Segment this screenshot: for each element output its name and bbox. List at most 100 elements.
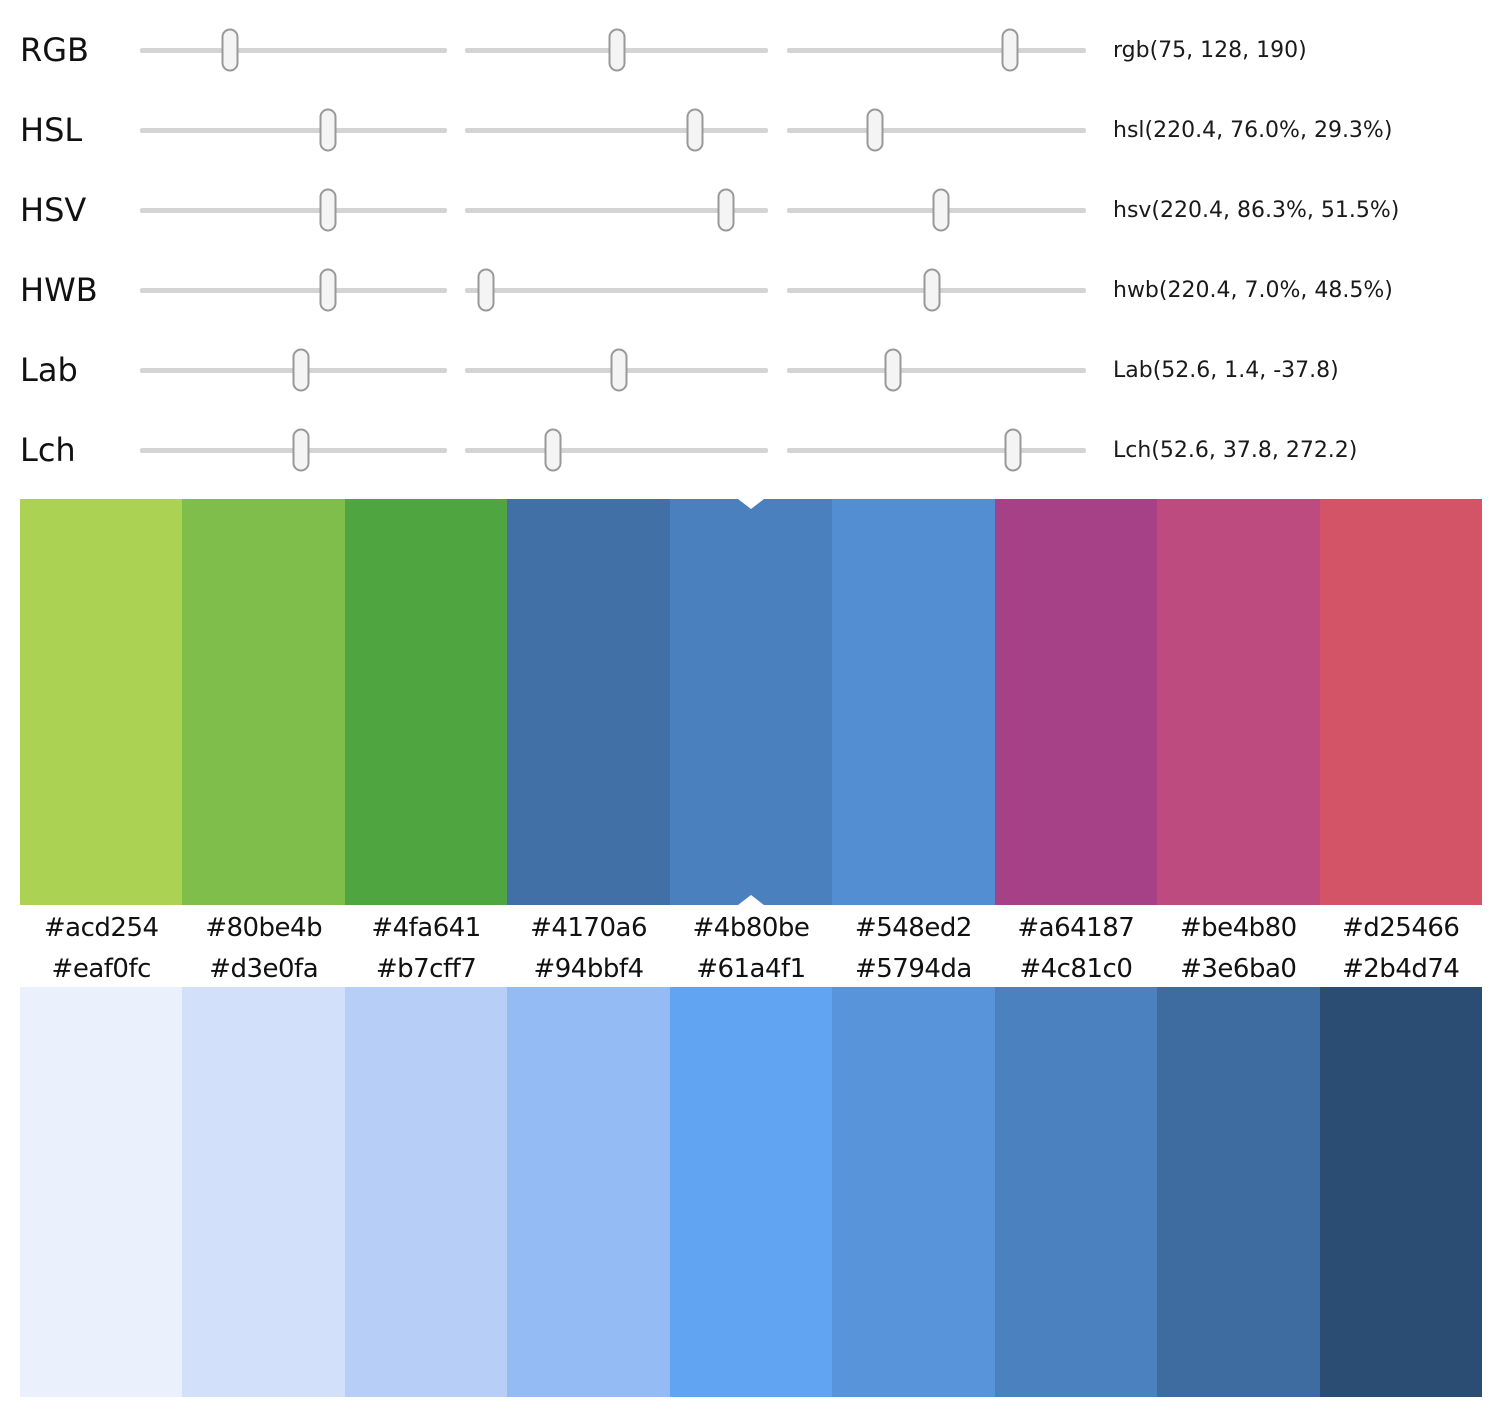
hsv-channel-3-slider[interactable] [787, 184, 1086, 236]
hsv-channel-1-slider-thumb[interactable] [319, 188, 337, 232]
hsl-channel-3-slider-track[interactable] [787, 127, 1086, 133]
hwb-channel-1-slider-track[interactable] [140, 287, 447, 293]
color-model-row-lch: Lch Lch(52.6, 37.8, 272.2) [0, 410, 1501, 490]
hue-swatch-6[interactable] [994, 499, 1158, 905]
rgb-channel-2-slider-thumb[interactable] [608, 28, 626, 72]
hsl-channel-2-slider[interactable] [465, 104, 768, 156]
hue-hex-label-2: #4fa641 [371, 912, 481, 943]
lab-channel-3-slider-thumb[interactable] [884, 348, 902, 392]
hwb-channel-1-slider-thumb[interactable] [319, 268, 337, 312]
selected-swatch-notch-top-icon [737, 499, 764, 509]
hue-swatch-1[interactable] [182, 499, 345, 905]
hsv-channel-2-slider-thumb[interactable] [717, 188, 735, 232]
hue-hex-label-6: #a64187 [1017, 912, 1135, 943]
hsv-channel-3-slider-thumb[interactable] [932, 188, 950, 232]
hue-palette [20, 499, 1482, 905]
hsl-channel-3-slider[interactable] [787, 104, 1086, 156]
color-model-label-hsl: HSL [20, 111, 83, 149]
lch-channel-3-slider-track[interactable] [787, 447, 1086, 453]
lab-channel-3-slider[interactable] [787, 344, 1086, 396]
rgb-channel-1-slider[interactable] [140, 24, 447, 76]
color-model-row-lab: Lab Lab(52.6, 1.4, -37.8) [0, 330, 1501, 410]
shade-hex-label-1: #d3e0fa [209, 953, 319, 984]
color-model-row-hsl: HSL hsl(220.4, 76.0%, 29.3%) [0, 90, 1501, 170]
lch-channel-3-slider[interactable] [787, 424, 1086, 476]
shade-swatch-7[interactable] [1157, 987, 1320, 1397]
hsl-channel-2-slider-thumb[interactable] [686, 108, 704, 152]
lab-channel-2-slider-thumb[interactable] [610, 348, 628, 392]
color-model-label-lab: Lab [20, 351, 78, 389]
hue-swatch-0[interactable] [20, 499, 183, 905]
hwb-channel-2-slider[interactable] [465, 264, 768, 316]
hsl-channel-1-slider[interactable] [140, 104, 447, 156]
shade-swatch-8[interactable] [1319, 987, 1482, 1397]
shade-palette [20, 987, 1482, 1397]
hue-swatch-5[interactable] [832, 499, 995, 905]
shade-hex-label-5: #5794da [854, 953, 972, 984]
hwb-channel-2-slider-thumb[interactable] [477, 268, 495, 312]
hue-swatch-7[interactable] [1157, 499, 1320, 905]
rgb-channel-1-slider-thumb[interactable] [221, 28, 239, 72]
lab-channel-2-slider[interactable] [465, 344, 768, 396]
hue-swatch-8[interactable] [1319, 499, 1482, 905]
color-model-row-hwb: HWB hwb(220.4, 7.0%, 48.5%) [0, 250, 1501, 330]
lch-channel-1-slider[interactable] [140, 424, 447, 476]
color-value-lab: Lab(52.6, 1.4, -37.8) [1113, 357, 1339, 383]
shade-hex-label-2: #b7cff7 [375, 953, 477, 984]
color-model-label-rgb: RGB [20, 31, 89, 69]
rgb-channel-2-slider[interactable] [465, 24, 768, 76]
hsl-channel-3-slider-thumb[interactable] [866, 108, 884, 152]
rgb-channel-3-slider-track[interactable] [787, 47, 1086, 53]
hue-hex-label-4: #4b80be [692, 912, 810, 943]
hsl-channel-1-slider-thumb[interactable] [319, 108, 337, 152]
hue-hex-label-1: #80be4b [205, 912, 323, 943]
rgb-channel-3-slider[interactable] [787, 24, 1086, 76]
hue-swatch-2[interactable] [344, 499, 508, 905]
hue-palette-hex-labels: #acd254 #80be4b #4fa641 #4170a6 #4b80be #548e… [20, 905, 1482, 950]
lch-channel-1-slider-thumb[interactable] [292, 428, 310, 472]
hsl-channel-2-slider-track[interactable] [465, 127, 768, 133]
lab-channel-1-slider[interactable] [140, 344, 447, 396]
hsv-channel-2-slider-track[interactable] [465, 207, 768, 213]
shade-swatch-1[interactable] [182, 987, 345, 1397]
shade-hex-label-8: #2b4d74 [1341, 953, 1460, 984]
color-model-row-hsv: HSV hsv(220.4, 86.3%, 51.5%) [0, 170, 1501, 250]
shade-swatch-5[interactable] [832, 987, 995, 1397]
hue-swatch-4-selected[interactable] [669, 499, 833, 905]
hsv-channel-1-slider-track[interactable] [140, 207, 447, 213]
lch-channel-3-slider-thumb[interactable] [1004, 428, 1022, 472]
hwb-channel-2-slider-track[interactable] [465, 287, 768, 293]
color-model-row-rgb: RGB rgb(75, 128, 190) [0, 10, 1501, 90]
hue-hex-label-7: #be4b80 [1179, 912, 1297, 943]
shade-swatch-4[interactable] [669, 987, 833, 1397]
hue-swatch-3[interactable] [507, 499, 670, 905]
shade-swatch-2[interactable] [344, 987, 508, 1397]
hwb-channel-3-slider[interactable] [787, 264, 1086, 316]
shade-palette-hex-labels: #eaf0fc #d3e0fa #b7cff7 #94bbf4 #61a4f1 #5794… [20, 950, 1482, 987]
lab-channel-1-slider-thumb[interactable] [292, 348, 310, 392]
shade-hex-label-4: #61a4f1 [696, 953, 806, 984]
hue-hex-label-3: #4170a6 [530, 912, 647, 943]
lab-channel-3-slider-track[interactable] [787, 367, 1086, 373]
shade-swatch-3[interactable] [507, 987, 670, 1397]
hsv-channel-1-slider[interactable] [140, 184, 447, 236]
shade-swatch-0[interactable] [20, 987, 183, 1397]
hsl-channel-1-slider-track[interactable] [140, 127, 447, 133]
rgb-channel-1-slider-track[interactable] [140, 47, 447, 53]
hue-hex-label-8: #d25466 [1341, 912, 1460, 943]
shade-hex-label-6: #4c81c0 [1019, 953, 1133, 984]
shade-swatch-6[interactable] [994, 987, 1158, 1397]
lch-channel-2-slider-track[interactable] [465, 447, 768, 453]
hsv-channel-2-slider[interactable] [465, 184, 768, 236]
lch-channel-2-slider-thumb[interactable] [544, 428, 562, 472]
rgb-channel-3-slider-thumb[interactable] [1001, 28, 1019, 72]
color-value-rgb: rgb(75, 128, 190) [1113, 37, 1307, 63]
color-value-hwb: hwb(220.4, 7.0%, 48.5%) [1113, 277, 1393, 303]
color-model-label-hwb: HWB [20, 271, 98, 309]
hwb-channel-1-slider[interactable] [140, 264, 447, 316]
color-model-sliders: RGB rgb(75, 128, 190) HSL hsl(220.4, 76.0%,… [0, 0, 1501, 490]
lch-channel-2-slider[interactable] [465, 424, 768, 476]
shade-hex-label-7: #3e6ba0 [1180, 953, 1297, 984]
hue-hex-label-0: #acd254 [43, 912, 159, 943]
hwb-channel-3-slider-thumb[interactable] [923, 268, 941, 312]
